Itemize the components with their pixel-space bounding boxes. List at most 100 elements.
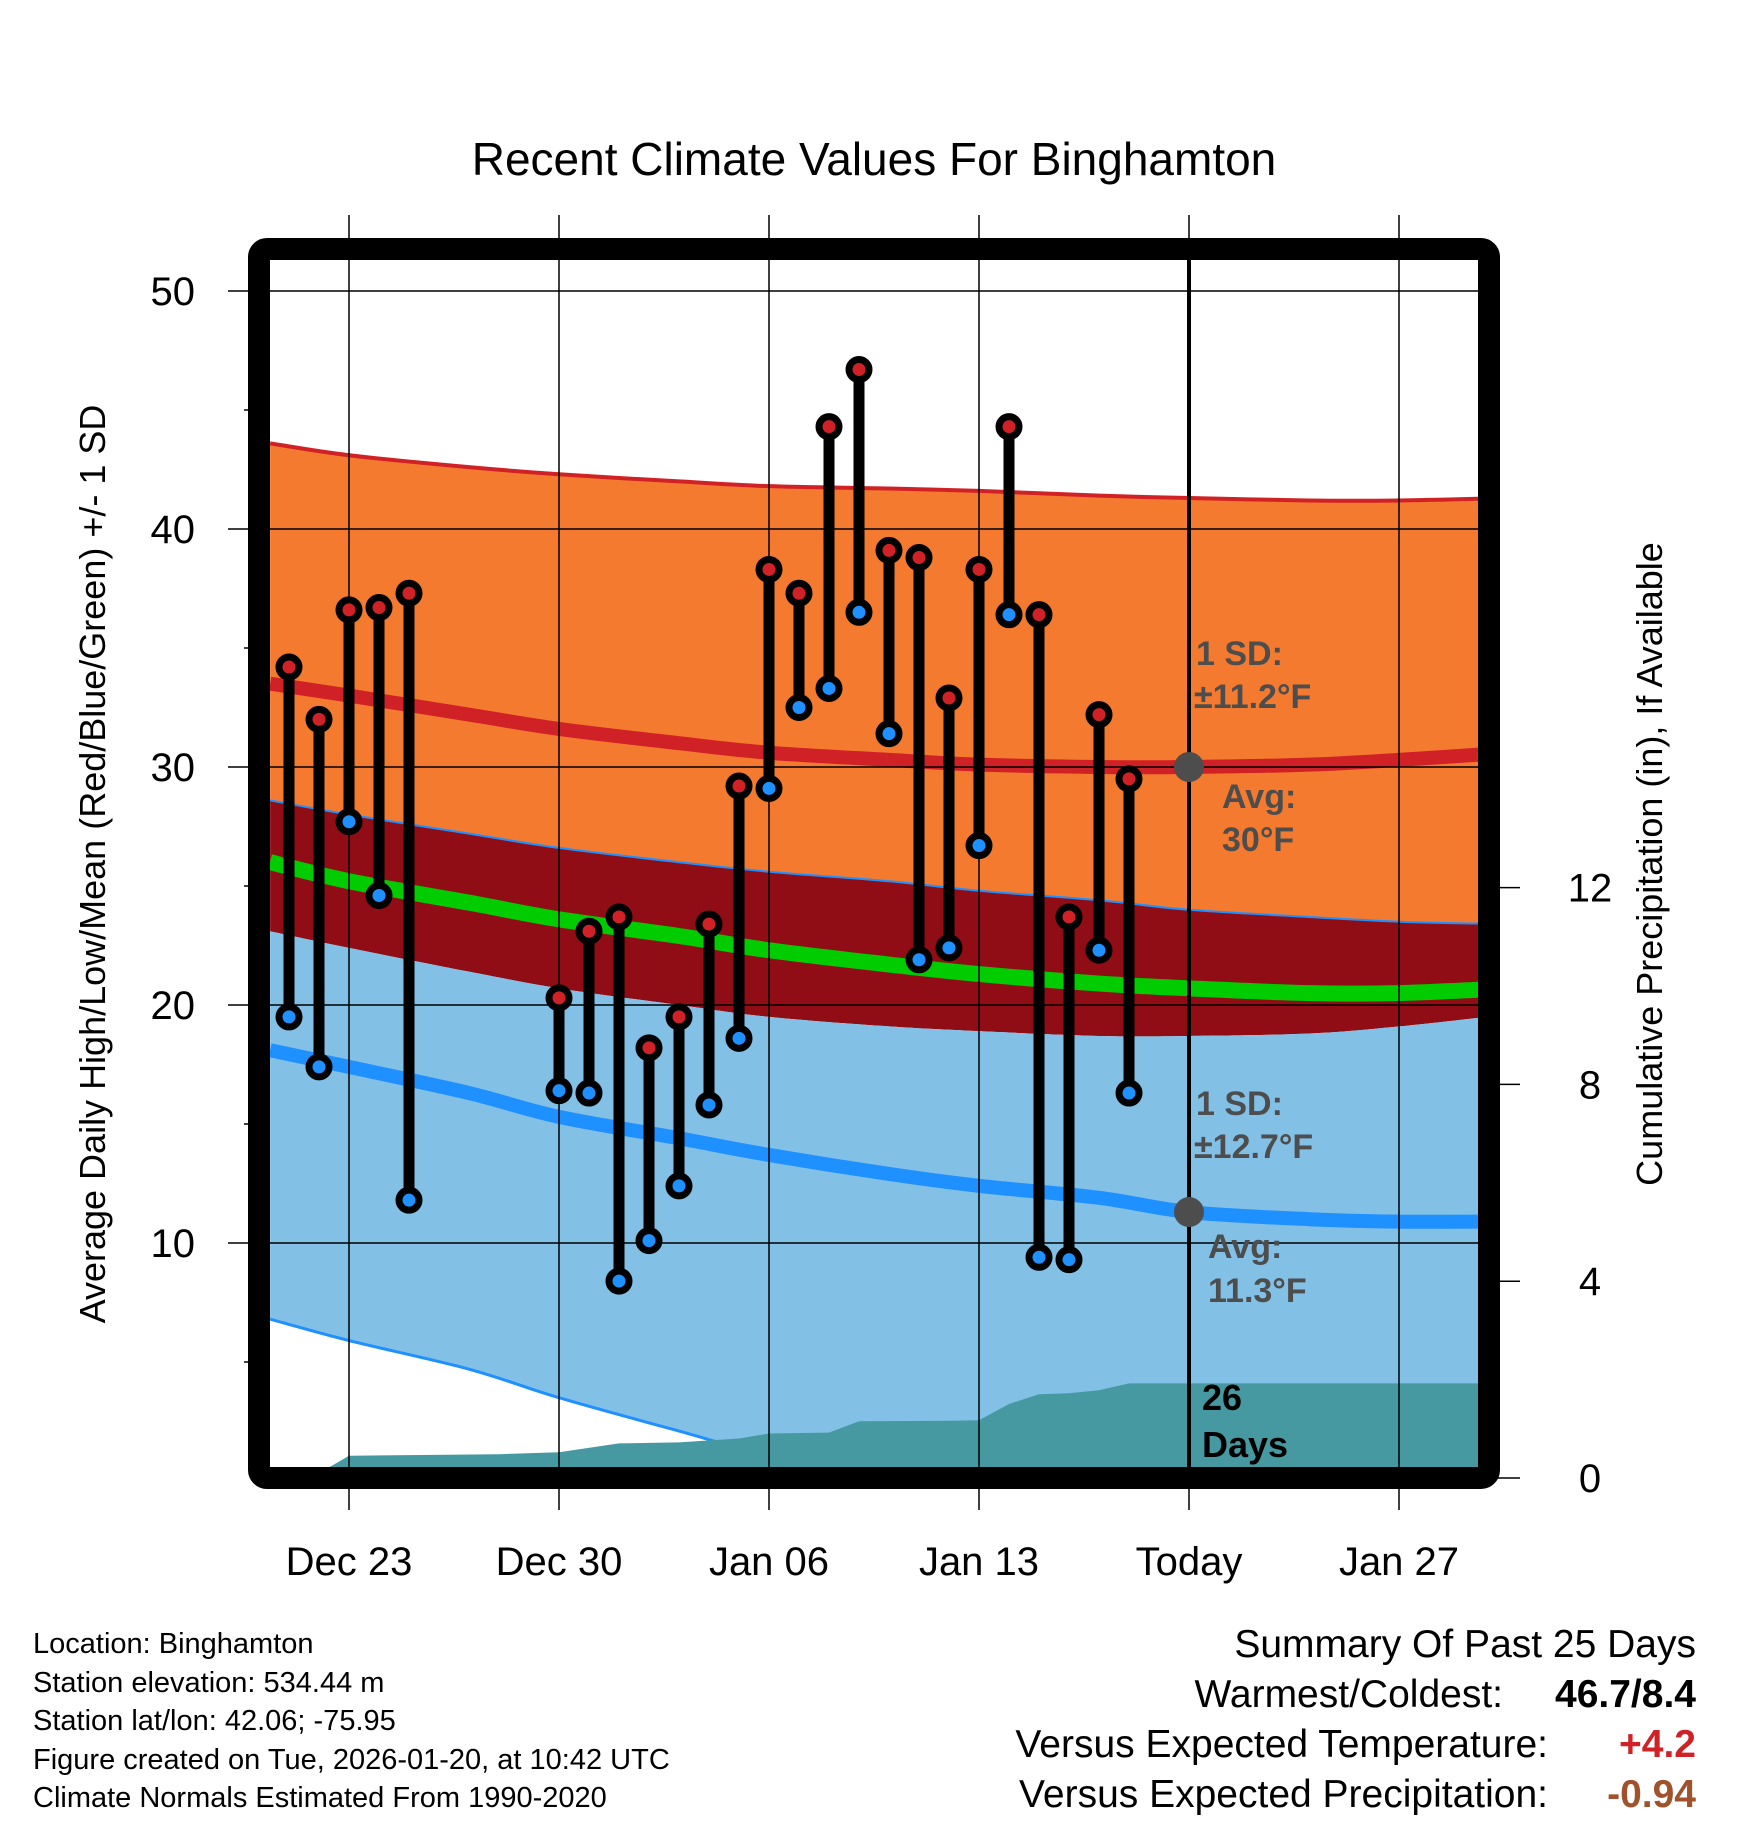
high-marker [695, 910, 723, 938]
high-marker [665, 1003, 693, 1031]
low-marker [665, 1172, 693, 1200]
avg-high-line [270, 676, 1478, 775]
low-marker [695, 1091, 723, 1119]
normals-text: Climate Normals Estimated From 1990-2020 [33, 1782, 607, 1814]
low-sd-label: 1 SD: [1196, 1085, 1283, 1123]
low-marker [335, 808, 363, 836]
low-marker [275, 1003, 303, 1031]
high-marker [635, 1034, 663, 1062]
low-marker [995, 601, 1023, 629]
low-marker [815, 674, 843, 702]
high-marker [395, 579, 423, 607]
high-minus-sd-line [270, 799, 1478, 925]
plot-frame [248, 238, 1500, 1489]
high-marker [1055, 903, 1083, 931]
high-marker [875, 536, 903, 564]
low-marker [635, 1227, 663, 1255]
high-marker [605, 903, 633, 931]
high-marker [905, 544, 933, 572]
x-tick-label: Dec 23 [286, 1540, 413, 1584]
summary-warmest-coldest: Warmest/Coldest: 46.7/8.4 [1015, 1670, 1696, 1720]
high-marker [575, 917, 603, 945]
high-marker [935, 684, 963, 712]
annotations: 1 SD: ±11.2°F Avg: 30°F 1 SD: ±12.7°F Av… [1174, 260, 1313, 1468]
y-tick-label: 30 [151, 746, 196, 790]
high-marker [725, 772, 753, 800]
mean-line [270, 854, 1478, 1002]
high-marker [275, 653, 303, 681]
low-marker [725, 1024, 753, 1052]
y2-tick-label: 12 [1568, 867, 1613, 911]
high-marker [1115, 765, 1143, 793]
high-marker [995, 413, 1023, 441]
chart-title: Recent Climate Values For Binghamton [472, 133, 1277, 185]
low-avg-value: 11.3°F [1208, 1272, 1307, 1310]
temp-anomaly-label: Versus Expected Temperature: [1015, 1723, 1548, 1766]
low-avg-dot [1174, 1197, 1204, 1228]
y2-axis-label: Cumulative Precipitation (in), If Availa… [1629, 542, 1670, 1186]
daily-series [275, 356, 1143, 1295]
x-axis-label: Day [842, 1597, 906, 1600]
precip-days-number: 26 [1202, 1377, 1242, 1418]
summary-title: Summary Of Past 25 Days [1234, 1623, 1696, 1666]
y-tick-label: 10 [151, 1222, 196, 1266]
y2-tick-label: 4 [1579, 1260, 1601, 1304]
y-tick-label: 50 [151, 270, 196, 314]
x-tick-label: Dec 30 [496, 1540, 623, 1584]
avg-low-line [270, 1043, 1478, 1229]
high-avg-value: 30°F [1222, 821, 1294, 859]
low-marker [905, 946, 933, 974]
low-marker [1025, 1243, 1053, 1271]
y2-tick-label: 0 [1579, 1457, 1601, 1501]
x-tick-label: Jan 06 [709, 1540, 829, 1584]
high-marker [815, 413, 843, 441]
high-marker [335, 596, 363, 624]
low-marker [1115, 1079, 1143, 1107]
high-marker [845, 356, 873, 384]
summary-temp: Versus Expected Temperature: +4.2 [1015, 1720, 1696, 1770]
precip-anomaly-label: Versus Expected Precipitation: [1019, 1773, 1548, 1816]
low-marker [965, 832, 993, 860]
elevation-text: Station elevation: 534.44 m [33, 1666, 385, 1699]
created-text: Figure created on Tue, 2026-01-20, at 10… [33, 1743, 670, 1776]
y-tick-label: 20 [151, 984, 196, 1028]
climate-chart: Recent Climate Values For Binghamton 1 S… [72, 133, 1670, 1600]
high-marker [305, 705, 333, 733]
low-marker [785, 694, 813, 721]
low-marker [935, 934, 963, 962]
high-marker [545, 984, 573, 1012]
high-marker [965, 555, 993, 583]
high-marker [1025, 601, 1053, 629]
low-marker [545, 1077, 573, 1105]
warmest-coldest-value: 46.7/8.4 [1555, 1673, 1696, 1716]
low-avg-label: Avg: [1208, 1228, 1282, 1266]
low-marker [605, 1267, 633, 1295]
axes: 10 20 30 40 50 0 4 8 12 Dec 23 Dec 30 Jan 06 Jan 13 T… [151, 270, 1613, 1584]
low-marker [1055, 1246, 1083, 1274]
low-marker [575, 1079, 603, 1107]
lower-sd-band [270, 931, 1478, 1468]
low-marker [875, 720, 903, 748]
upper-sd-band [270, 443, 1478, 924]
low-marker [755, 774, 783, 802]
high-avg-dot [1174, 752, 1204, 782]
precip-days-word: Days [1202, 1424, 1288, 1465]
x-tick-label: Jan 27 [1339, 1540, 1459, 1584]
warmest-coldest-label: Warmest/Coldest: [1194, 1673, 1503, 1716]
high-marker [365, 594, 393, 622]
high-marker [785, 579, 813, 607]
low-minus-sd-line [270, 1317, 876, 1468]
middle-band [270, 800, 1478, 1037]
high-sd-label: 1 SD: [1196, 635, 1283, 673]
summary-panel: Summary Of Past 25 Days Warmest/Coldest:… [1015, 1620, 1696, 1820]
y2-tick-label: 8 [1579, 1063, 1601, 1107]
x-tick-label: Jan 13 [919, 1540, 1039, 1584]
low-marker [845, 598, 873, 626]
y-tick-label: 40 [151, 508, 196, 552]
latlon-text: Station lat/lon: 42.06; -75.95 [33, 1705, 396, 1737]
low-marker [305, 1053, 333, 1081]
x-tick-label: Today [1136, 1540, 1243, 1584]
low-marker [365, 882, 393, 910]
low-sd-value: ±12.7°F [1194, 1128, 1313, 1166]
precip-anomaly-value: -0.94 [1607, 1773, 1696, 1816]
